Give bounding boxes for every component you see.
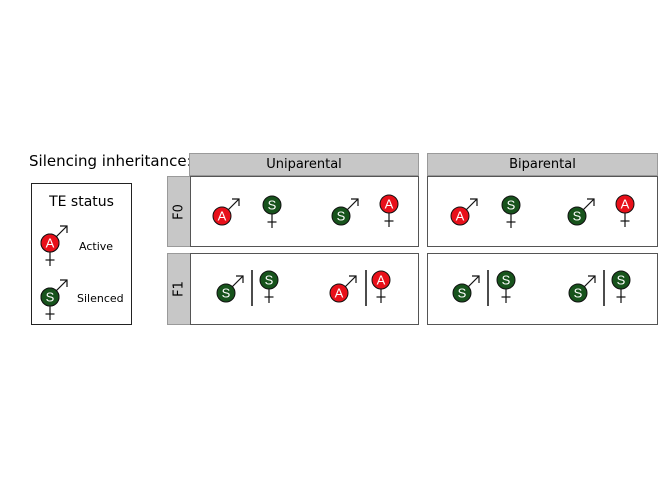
te-letter: S xyxy=(337,209,346,224)
te-circle xyxy=(40,233,60,253)
male-arrow-head xyxy=(587,198,595,206)
male-arrow-head xyxy=(472,275,480,283)
female-symbol-f1-6: S xyxy=(496,270,516,303)
te-circle xyxy=(452,283,472,303)
te-letter: S xyxy=(574,286,583,301)
legend-active-male-arrow: A xyxy=(40,225,68,253)
male-symbol-f1-5: A xyxy=(329,275,357,303)
te-letter: S xyxy=(502,273,511,288)
diagram-title: Silencing inheritance: xyxy=(29,152,192,170)
male-arrow-head xyxy=(351,198,359,206)
male-arrow-head xyxy=(236,275,244,283)
te-letter: A xyxy=(377,273,386,288)
male-arrow-shaft xyxy=(346,198,359,211)
male-arrow-head xyxy=(349,275,357,283)
te-circle xyxy=(567,206,587,226)
te-circle xyxy=(216,283,236,303)
male-symbol-f1-4: S xyxy=(216,275,244,303)
male-arrow-shaft xyxy=(55,225,68,238)
male-arrow-shaft xyxy=(231,275,244,288)
legend-silenced-male-arrow: S xyxy=(40,279,68,307)
te-circle xyxy=(568,283,588,303)
te-circle xyxy=(329,283,349,303)
te-circle xyxy=(212,206,232,226)
male-arrow-head xyxy=(232,198,240,206)
male-arrow-shaft xyxy=(582,198,595,211)
te-circle xyxy=(501,195,521,215)
te-letter: A xyxy=(46,236,55,251)
te-circle xyxy=(379,194,399,214)
legend-label-silenced: Silenced xyxy=(77,292,124,305)
male-arrow-shaft xyxy=(55,279,68,292)
te-letter: A xyxy=(621,197,630,212)
te-circle xyxy=(371,270,391,290)
male-arrow-head xyxy=(588,275,596,283)
legend-title: TE status xyxy=(49,194,114,210)
te-letter: A xyxy=(385,197,394,212)
te-circle xyxy=(331,206,351,226)
male-symbol-f1-6: S xyxy=(452,275,480,303)
female-symbol-f1-4: S xyxy=(259,270,279,303)
column-header-uniparental: Uniparental xyxy=(189,153,419,176)
column-header-biparental: Biparental xyxy=(427,153,658,176)
legend-box: TE status Active Silenced xyxy=(31,183,132,325)
te-circle xyxy=(40,287,60,307)
female-symbol-f1-5: A xyxy=(371,270,391,303)
female-symbol-f0-1: A xyxy=(379,194,399,227)
te-letter: S xyxy=(265,273,274,288)
male-arrow-shaft xyxy=(583,275,596,288)
te-letter: S xyxy=(46,290,55,305)
te-letter: S xyxy=(458,286,467,301)
female-symbol-f0-0: S xyxy=(262,195,282,228)
male-symbol-f0-2: A xyxy=(450,198,478,226)
male-arrow-head xyxy=(60,279,68,287)
te-circle xyxy=(496,270,516,290)
male-arrow-shaft xyxy=(467,275,480,288)
te-circle xyxy=(262,195,282,215)
female-symbol-f0-2: S xyxy=(501,195,521,228)
te-letter: S xyxy=(617,273,626,288)
male-symbol-f0-1: S xyxy=(331,198,359,226)
te-circle xyxy=(450,206,470,226)
legend-label-active: Active xyxy=(79,240,114,253)
male-symbol-f0-0: A xyxy=(212,198,240,226)
te-circle xyxy=(615,194,635,214)
row-header-f0: F0 xyxy=(167,176,191,247)
female-symbol-f0-3: A xyxy=(615,194,635,227)
te-letter: S xyxy=(222,286,231,301)
te-letter: S xyxy=(268,198,277,213)
male-arrow-head xyxy=(60,225,68,233)
te-letter: S xyxy=(507,198,516,213)
te-letter: A xyxy=(456,209,465,224)
male-arrow-shaft xyxy=(465,198,478,211)
te-letter: S xyxy=(573,209,582,224)
female-symbol-f1-7: S xyxy=(611,270,631,303)
male-arrow-shaft xyxy=(344,275,357,288)
male-symbol-f0-3: S xyxy=(567,198,595,226)
te-letter: A xyxy=(218,209,227,224)
male-arrow-head xyxy=(470,198,478,206)
te-circle xyxy=(611,270,631,290)
male-arrow-shaft xyxy=(227,198,240,211)
te-letter: A xyxy=(335,286,344,301)
male-symbol-f1-7: S xyxy=(568,275,596,303)
te-circle xyxy=(259,270,279,290)
